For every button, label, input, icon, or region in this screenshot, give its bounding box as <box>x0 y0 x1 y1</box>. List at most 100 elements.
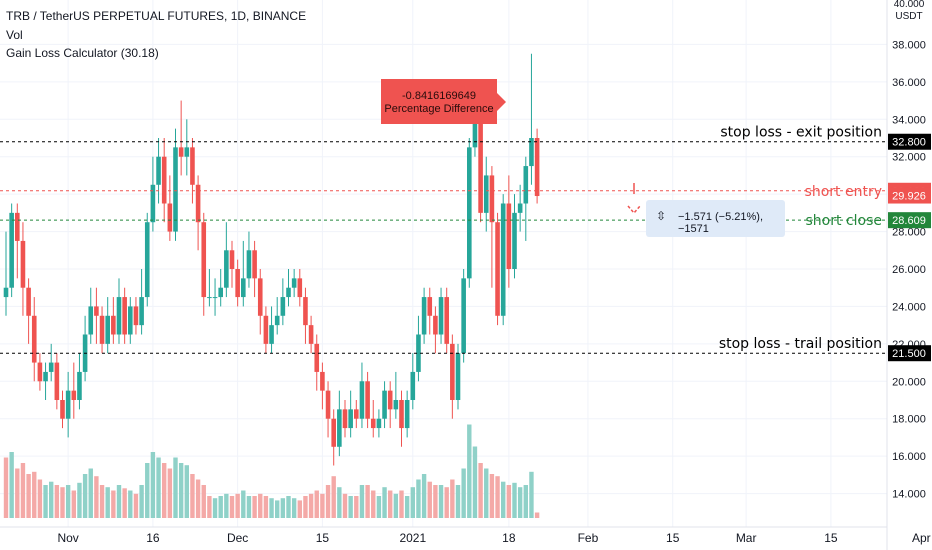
candle <box>60 390 65 429</box>
candle-body <box>320 371 325 391</box>
volume-bar <box>167 468 173 518</box>
candle <box>20 222 26 316</box>
candle <box>122 287 127 344</box>
candle-body <box>269 325 274 344</box>
candle-body <box>517 203 523 213</box>
candle <box>365 371 370 429</box>
candle-body <box>246 250 252 279</box>
candle-body <box>337 409 342 447</box>
candle <box>348 390 353 438</box>
candle-body <box>150 184 156 223</box>
candle-body <box>314 343 320 372</box>
volume-bar <box>529 471 534 518</box>
candle-body <box>382 390 387 419</box>
volume-indicator-label[interactable]: Vol <box>6 28 23 42</box>
volume-bars <box>3 424 540 518</box>
volume-bar <box>218 496 223 518</box>
volume-bar <box>303 496 308 518</box>
volume-bar <box>433 485 438 518</box>
candle <box>478 109 483 223</box>
candle <box>320 362 325 410</box>
volume-bar <box>207 496 212 518</box>
candle <box>483 156 489 232</box>
volume-bar <box>501 481 506 518</box>
volume-bar <box>534 512 540 518</box>
candle <box>99 306 105 354</box>
candle <box>167 175 173 241</box>
level-price-label: 29.926 <box>892 191 926 203</box>
candle-body <box>252 250 257 279</box>
gain-loss-indicator-label[interactable]: Gain Loss Calculator (30.18) <box>6 46 159 60</box>
candle-body <box>467 147 472 279</box>
time-tick-label: Apr <box>912 531 931 545</box>
candle <box>506 175 512 288</box>
candle-body <box>483 175 489 213</box>
volume-bar <box>9 452 14 518</box>
volume-bar <box>252 496 257 518</box>
volume-bar <box>156 457 161 518</box>
tooltip-value: -0.8416169649 <box>401 90 476 102</box>
candle-body <box>478 119 483 213</box>
candle <box>235 259 240 307</box>
level-annotation: stop loss - exit position <box>720 125 882 141</box>
candle <box>207 269 212 307</box>
volume-bar <box>32 471 37 518</box>
candle <box>274 297 280 335</box>
candle-body <box>399 400 404 429</box>
volume-bar <box>382 487 387 518</box>
candle-body <box>26 287 31 316</box>
time-tick-label: 18 <box>502 531 516 545</box>
volume-bar <box>105 487 110 518</box>
time-tick-label: Mar <box>736 531 757 545</box>
volume-bar <box>495 476 500 518</box>
volume-bar <box>178 463 184 518</box>
candle <box>3 231 9 316</box>
percentage-difference-tooltip: -0.8416169649 Percentage Difference <box>381 79 497 124</box>
volume-bar <box>65 485 71 518</box>
candle-body <box>393 400 399 410</box>
candle <box>297 269 303 307</box>
tooltip-arrow <box>497 93 506 111</box>
volume-bar <box>444 487 449 518</box>
candle-body <box>433 315 438 335</box>
candle <box>303 287 308 344</box>
candle-body <box>65 390 71 419</box>
candle-body <box>263 315 269 344</box>
candle-body <box>523 166 529 204</box>
candle <box>455 343 461 410</box>
candle-body <box>297 278 303 298</box>
volume-bar <box>184 465 189 518</box>
volume-bar <box>331 476 336 518</box>
candle <box>393 371 399 419</box>
candle-body <box>512 212 517 269</box>
volume-bar <box>371 490 376 518</box>
volume-bar <box>190 474 195 518</box>
candle <box>337 390 342 457</box>
level-price-tag <box>888 133 931 150</box>
candle-body <box>489 175 495 223</box>
volume-bar <box>201 485 206 518</box>
candle-body <box>9 212 14 288</box>
volume-bar <box>241 490 246 518</box>
candle-body <box>455 353 461 400</box>
volume-bar <box>77 482 82 518</box>
candle <box>133 297 139 335</box>
candle <box>314 334 320 391</box>
volume-bar <box>461 468 466 518</box>
symbol-title: TRB / TetherUS PERPETUAL FUTURES, 1D, BI… <box>6 9 307 23</box>
volume-bar <box>128 490 133 518</box>
candle <box>495 212 500 326</box>
candle-body <box>31 315 37 363</box>
candle <box>195 175 201 251</box>
candle <box>461 269 466 363</box>
candlestick-series <box>3 53 540 466</box>
level-annotation: short close <box>806 213 883 229</box>
candle-body <box>359 381 365 419</box>
volume-bar <box>450 479 455 518</box>
volume-bar <box>523 485 528 518</box>
candle <box>427 287 433 335</box>
price-range-measure[interactable]: ⇳ −1.571 (−5.21%), −1571 <box>646 200 785 237</box>
candle <box>416 315 421 382</box>
volume-bar <box>421 474 427 518</box>
candle <box>65 371 71 438</box>
